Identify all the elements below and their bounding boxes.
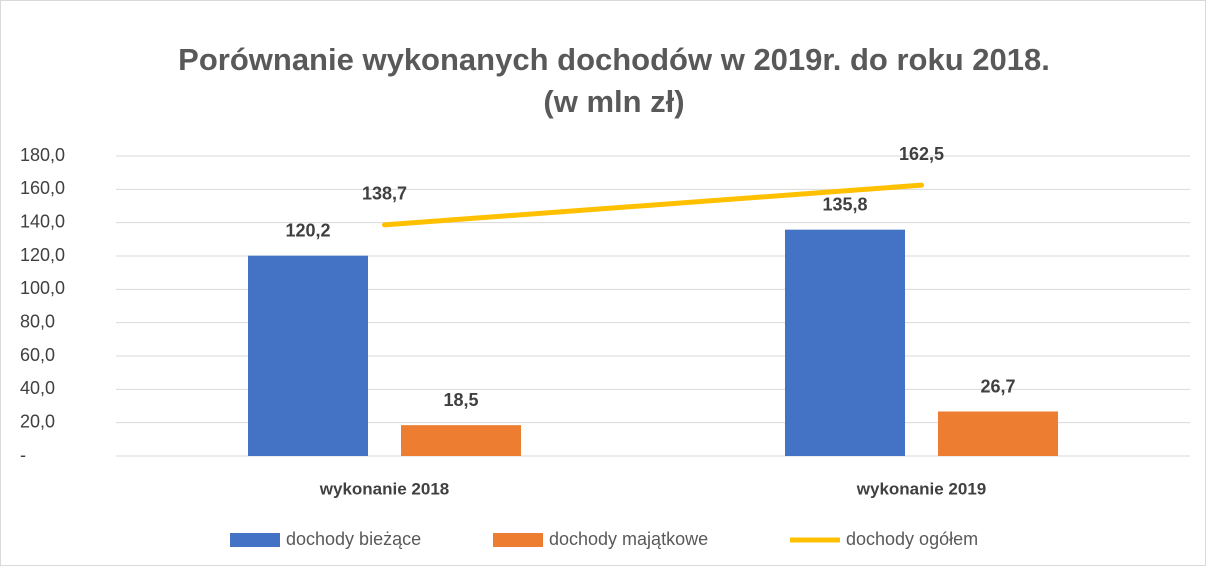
- y-tick-label: 80,0: [20, 311, 55, 331]
- bar: [938, 411, 1058, 456]
- bar: [401, 425, 521, 456]
- y-tick-label: 100,0: [20, 278, 65, 298]
- legend-label: dochody ogółem: [846, 529, 978, 549]
- x-tick-label: wykonanie 2019: [856, 479, 986, 498]
- value-label: 26,7: [980, 376, 1015, 396]
- legend-label: dochody majątkowe: [549, 529, 708, 549]
- value-label: 138,7: [362, 184, 407, 204]
- legend-label: dochody bieżące: [286, 529, 421, 549]
- value-label: 162,5: [899, 144, 944, 164]
- legend-swatch: [230, 533, 280, 547]
- y-tick-label: 160,0: [20, 178, 65, 198]
- y-tick-label: 20,0: [20, 411, 55, 431]
- line: [382, 182, 924, 228]
- legend-swatch: [493, 533, 543, 547]
- x-tick-label: wykonanie 2018: [319, 479, 449, 498]
- y-tick-label: 180,0: [20, 145, 65, 165]
- bar: [785, 229, 905, 456]
- chart-subtitle: (w mln zł): [543, 84, 684, 119]
- value-label: 120,2: [285, 220, 330, 240]
- chart-title: Porównanie wykonanych dochodów w 2019r. …: [178, 42, 1050, 77]
- y-tick-label: 60,0: [20, 345, 55, 365]
- y-tick-label: 40,0: [20, 378, 55, 398]
- value-label: 135,8: [822, 194, 867, 214]
- y-tick-label: 140,0: [20, 211, 65, 231]
- value-label: 18,5: [443, 390, 478, 410]
- y-tick-label: -: [20, 445, 26, 465]
- y-tick-label: 120,0: [20, 245, 65, 265]
- bar: [248, 255, 368, 456]
